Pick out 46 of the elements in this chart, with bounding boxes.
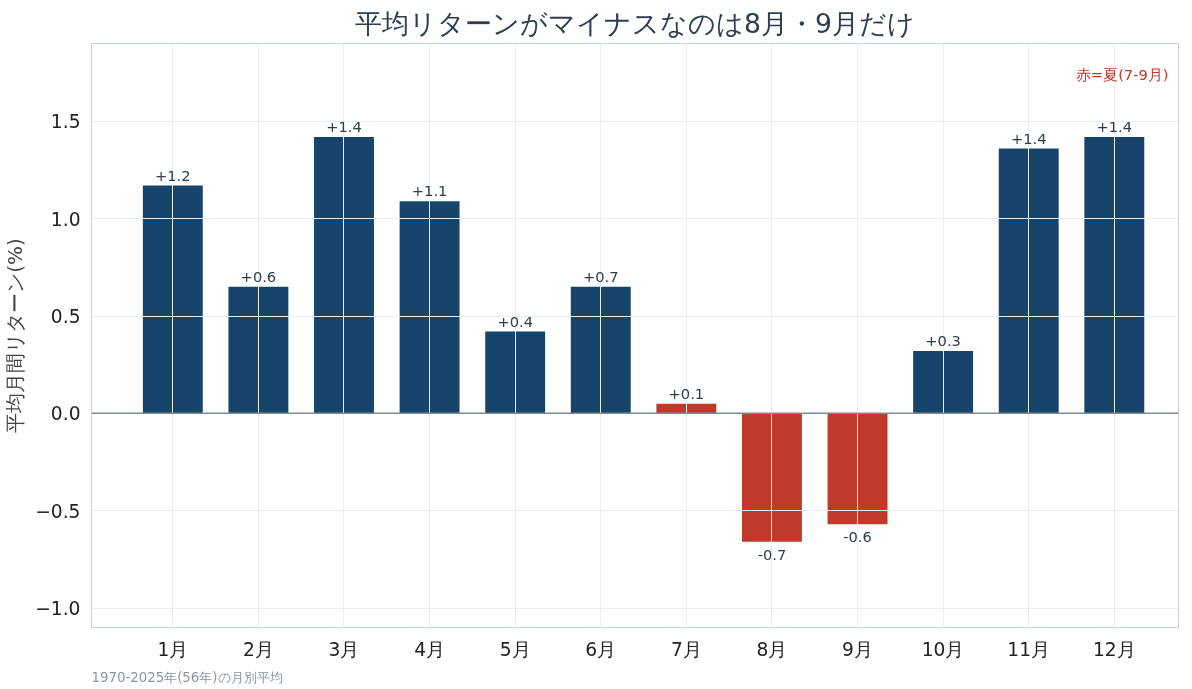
- y-tick-label: −1.0: [35, 598, 81, 620]
- x-tick-label: 4月: [414, 638, 446, 660]
- x-tick-label: 1月: [157, 638, 189, 660]
- data-label: -0.6: [843, 528, 872, 546]
- bar: [1084, 136, 1145, 414]
- data-label: +1.4: [1096, 117, 1133, 135]
- bar: [656, 403, 717, 414]
- y-tick-label: 0.5: [50, 306, 81, 328]
- x-tick-label: 7月: [670, 638, 702, 660]
- annotation: 赤=夏(7-9月): [1075, 65, 1169, 83]
- x-tick-label: 9月: [842, 638, 873, 660]
- y-tick-label: −0.5: [35, 500, 81, 522]
- x-tick-label: 12月: [1092, 638, 1136, 660]
- data-label: +0.6: [240, 267, 277, 285]
- data-label: +1.2: [155, 166, 191, 184]
- bar: [142, 185, 203, 414]
- x-tick-label: 3月: [328, 638, 360, 660]
- bar: [913, 351, 974, 414]
- data-label: -0.7: [757, 545, 787, 563]
- bar: [314, 136, 374, 414]
- bar: [228, 286, 289, 414]
- x-tick-label: 8月: [756, 638, 788, 660]
- y-tick-label: 0.0: [50, 403, 81, 425]
- data-label: +1.4: [326, 117, 362, 135]
- bar: [741, 413, 802, 542]
- bar: [399, 201, 460, 414]
- x-tick-label: 5月: [499, 638, 531, 660]
- y-axis-title: 平均月間リターン(%): [3, 238, 28, 433]
- data-label: +0.7: [582, 267, 619, 285]
- x-tick-label: 11月: [1007, 638, 1051, 660]
- data-label: +0.1: [668, 384, 705, 402]
- y-tick-label: 1.0: [50, 208, 81, 230]
- data-label: +0.3: [925, 332, 961, 350]
- bar: [485, 331, 546, 414]
- text: 1970-2025年(56年)の月別平均: [91, 669, 283, 685]
- y-tick-label: 1.5: [50, 111, 81, 133]
- x-tick-label: 6月: [585, 638, 617, 660]
- data-label: +0.4: [497, 312, 533, 330]
- data-label: +1.1: [411, 182, 448, 200]
- bar: [570, 286, 631, 414]
- x-tick-label: 2月: [242, 638, 274, 660]
- chart-title: 平均リターンがマイナスなのは8月・9月だけ: [355, 7, 915, 39]
- data-label: +1.4: [1010, 129, 1047, 147]
- bar: [998, 148, 1059, 414]
- x-tick-label: 10月: [921, 638, 965, 660]
- bar: [827, 413, 888, 525]
